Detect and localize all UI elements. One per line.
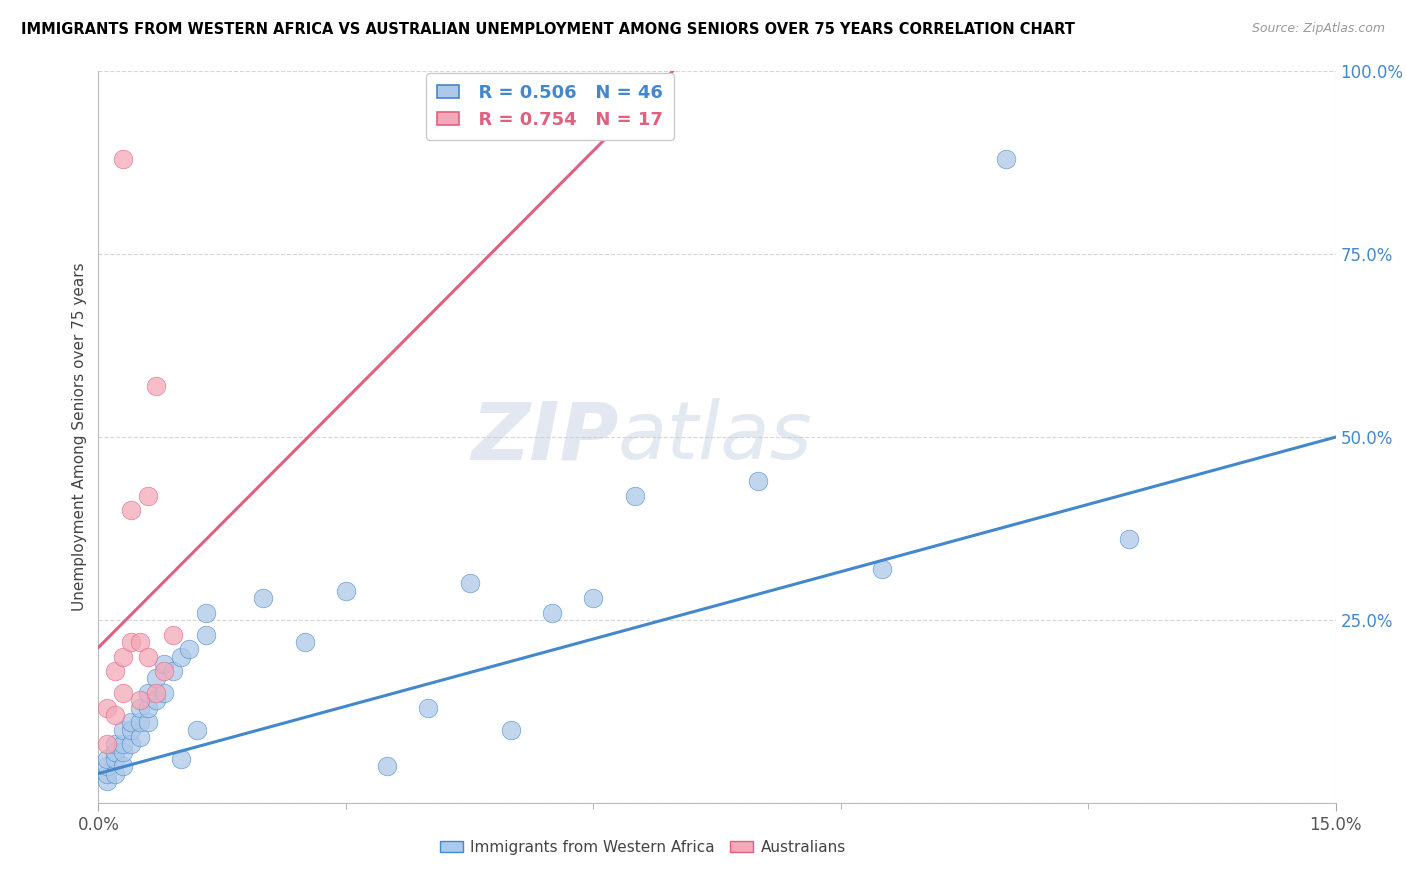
Point (582, 591, 605, 605)
Point (104, 664, 127, 678)
Point (335, 583, 357, 598)
Point (120, 503, 142, 517)
Point (186, 723, 208, 737)
Point (128, 693, 150, 707)
Point (96, 752, 118, 766)
Point (112, 152, 135, 166)
Point (128, 715, 150, 730)
Point (112, 759, 135, 773)
Legend: Immigrants from Western Africa, Australians: Immigrants from Western Africa, Australi… (433, 834, 852, 861)
Point (104, 766, 127, 780)
Text: ZIP: ZIP (471, 398, 619, 476)
Point (136, 489, 159, 503)
Point (418, 700, 440, 714)
Point (128, 635, 150, 649)
Point (252, 591, 274, 605)
Point (194, 627, 217, 641)
Point (128, 730, 150, 744)
Point (136, 649, 159, 664)
Point (96, 766, 118, 780)
Point (136, 700, 159, 714)
Point (120, 715, 142, 730)
Point (162, 627, 184, 641)
Text: Source: ZipAtlas.com: Source: ZipAtlas.com (1251, 22, 1385, 36)
Point (145, 693, 167, 707)
Point (96, 700, 118, 714)
Point (162, 664, 184, 678)
Point (153, 664, 176, 678)
Point (96, 773, 118, 788)
Y-axis label: Unemployment Among Seniors over 75 years: Unemployment Among Seniors over 75 years (72, 263, 87, 611)
Point (499, 723, 522, 737)
Text: atlas: atlas (619, 398, 813, 476)
Point (112, 723, 135, 737)
Point (112, 737, 135, 751)
Point (153, 686, 176, 700)
Point (1118, 533, 1140, 547)
Point (294, 635, 316, 649)
Text: IMMIGRANTS FROM WESTERN AFRICA VS AUSTRALIAN UNEMPLOYMENT AMONG SENIORS OVER 75 : IMMIGRANTS FROM WESTERN AFRICA VS AUSTRA… (21, 22, 1076, 37)
Point (96, 759, 118, 773)
Point (104, 737, 127, 751)
Point (120, 723, 142, 737)
Point (541, 606, 564, 620)
Point (458, 576, 481, 591)
Point (112, 686, 135, 700)
Point (96, 737, 118, 751)
Point (145, 672, 167, 686)
Point (179, 642, 201, 657)
Point (194, 606, 217, 620)
Point (375, 759, 398, 773)
Point (623, 489, 645, 503)
Point (145, 379, 167, 393)
Point (153, 657, 176, 671)
Point (120, 737, 142, 751)
Point (104, 745, 127, 759)
Point (170, 752, 193, 766)
Point (120, 635, 142, 649)
Point (112, 745, 135, 759)
Point (104, 708, 127, 723)
Point (170, 649, 193, 664)
Point (747, 474, 769, 488)
Point (136, 715, 159, 730)
Point (870, 562, 893, 576)
Point (145, 686, 167, 700)
Point (136, 686, 159, 700)
Point (104, 752, 127, 766)
Point (112, 649, 135, 664)
Point (128, 700, 150, 714)
Point (994, 152, 1017, 166)
